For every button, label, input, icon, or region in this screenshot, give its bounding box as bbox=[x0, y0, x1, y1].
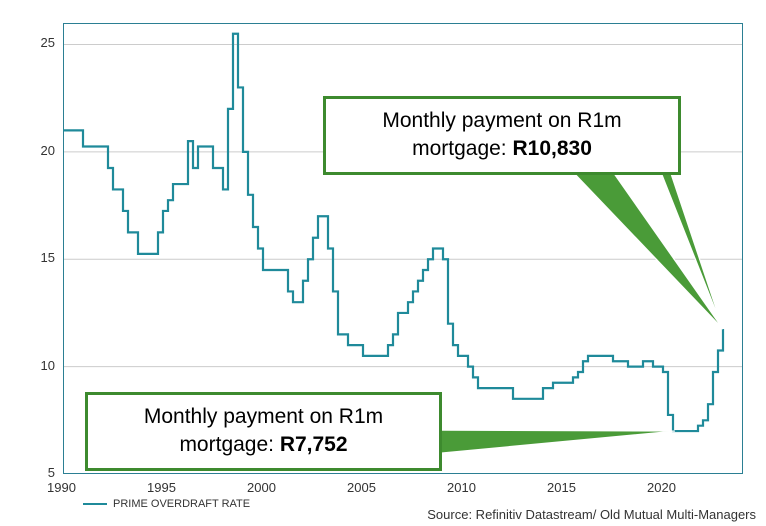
legend: PRIME OVERDRAFT RATE bbox=[83, 498, 250, 510]
legend-swatch bbox=[83, 503, 107, 505]
x-tick-label: 1990 bbox=[47, 480, 76, 495]
y-tick-label: 5 bbox=[48, 465, 55, 480]
legend-label: PRIME OVERDRAFT RATE bbox=[113, 498, 250, 510]
callout-upper-line2: mortgage: R10,830 bbox=[342, 135, 662, 163]
x-tick-label: 2020 bbox=[647, 480, 676, 495]
source-text: Source: Refinitiv Datastream/ Old Mutual… bbox=[427, 507, 756, 522]
y-tick-label: 20 bbox=[41, 143, 55, 158]
callout-lower: Monthly payment on R1m mortgage: R7,752 bbox=[85, 392, 442, 471]
callout-upper: Monthly payment on R1m mortgage: R10,830 bbox=[323, 96, 681, 175]
y-tick-label: 15 bbox=[41, 250, 55, 265]
x-tick-label: 2015 bbox=[547, 480, 576, 495]
callout-upper-line1: Monthly payment on R1m bbox=[342, 107, 662, 135]
callout-lower-prefix: mortgage: bbox=[179, 433, 279, 456]
y-tick-label: 10 bbox=[41, 358, 55, 373]
x-tick-label: 2005 bbox=[347, 480, 376, 495]
callout-upper-prefix: mortgage: bbox=[412, 137, 512, 160]
x-tick-label: 2010 bbox=[447, 480, 476, 495]
callout-lower-line1: Monthly payment on R1m bbox=[104, 403, 423, 431]
x-tick-label: 2000 bbox=[247, 480, 276, 495]
x-tick-label: 1995 bbox=[147, 480, 176, 495]
y-tick-label: 25 bbox=[41, 35, 55, 50]
callout-lower-line2: mortgage: R7,752 bbox=[104, 431, 423, 459]
callout-upper-value: R10,830 bbox=[512, 137, 591, 160]
callout-lower-value: R7,752 bbox=[280, 433, 348, 456]
